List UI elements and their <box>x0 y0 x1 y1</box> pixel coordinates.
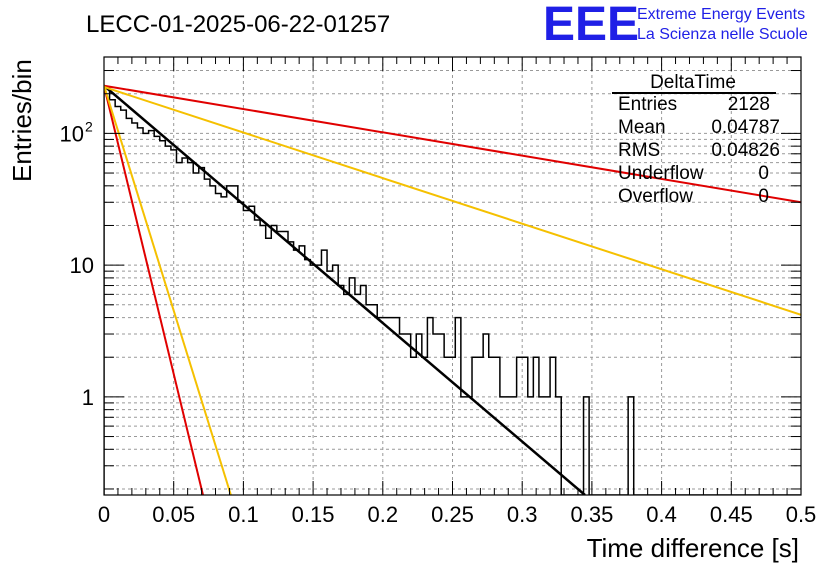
stats-value-underflow: 0 <box>758 163 769 184</box>
logo-line-1: Extreme Energy Events <box>637 6 805 23</box>
y-axis-label: Entries/bin <box>7 59 37 182</box>
stats-label-rms: RMS <box>618 140 660 161</box>
fit-curve <box>104 84 801 204</box>
x-tick-label: 0.15 <box>292 502 335 527</box>
fit-curve <box>104 85 232 495</box>
x-tick-label: 0.1 <box>228 502 259 527</box>
x-tick-label: 0.5 <box>786 502 817 527</box>
axis-ticks <box>103 57 802 495</box>
eee-logo-mark: EEE <box>543 0 639 51</box>
stats-label-underflow: Underflow <box>618 163 704 184</box>
x-tick-label: 0.3 <box>507 502 538 527</box>
x-tick-label: 0.25 <box>431 502 474 527</box>
stats-value-overflow: 0 <box>758 186 769 207</box>
stats-value-entries: 2128 <box>728 94 770 115</box>
stats-title: DeltaTime <box>650 72 736 93</box>
fit-curves <box>104 84 801 495</box>
x-tick-label: 0.45 <box>710 502 753 527</box>
histogram-outline <box>104 87 801 495</box>
x-tick-label: 0.4 <box>646 502 677 527</box>
stats-box: DeltaTime Entries 2128 Mean 0.04787 RMS … <box>612 72 780 207</box>
logo-line-2: La Scienza nelle Scuole <box>637 26 808 43</box>
histogram-steps <box>104 87 801 495</box>
stats-label-mean: Mean <box>618 117 666 138</box>
fit-curve <box>104 84 586 495</box>
fit-curve <box>104 85 204 495</box>
x-tick-label: 0.35 <box>570 502 613 527</box>
x-axis-label: Time difference [s] <box>587 533 799 563</box>
stats-label-entries: Entries <box>618 94 677 115</box>
stats-value-mean: 0.04787 <box>711 117 780 138</box>
y-tick-exponent: 2 <box>85 118 93 134</box>
x-tick-label: 0.2 <box>368 502 399 527</box>
x-tick-label: 0.05 <box>152 502 195 527</box>
y-tick-label: 1 <box>82 385 94 410</box>
x-tick-label: 0 <box>98 502 110 527</box>
stats-value-rms: 0.04826 <box>711 140 780 161</box>
y-tick-label: 10 <box>60 121 84 146</box>
fit-curve <box>104 86 801 316</box>
x-tick-labels: 0 0.05 0.1 0.15 0.2 0.25 0.3 0.35 0.4 0.45 0.5 <box>98 502 816 527</box>
chart-title: LECC-01-2025-06-22-01257 <box>86 11 390 38</box>
grid <box>103 57 802 495</box>
y-tick-label: 10 <box>70 253 94 278</box>
stats-label-overflow: Overflow <box>618 186 693 207</box>
